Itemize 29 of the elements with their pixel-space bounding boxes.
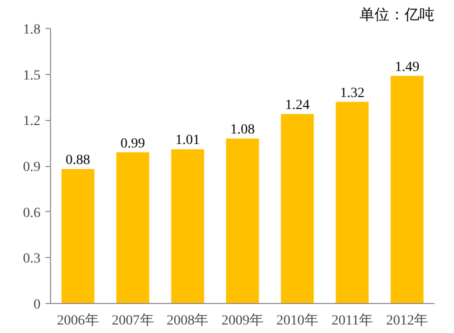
y-tick-label: 0.6 [23,206,40,221]
x-tick-label: 2010年 [276,312,318,328]
text: 单位：亿吨 [360,6,434,24]
y-tick-label: 0 [34,298,40,312]
x-tick-label: 2009年 [222,312,264,328]
data-label: 1.49 [394,60,420,75]
x-tick-label: 2011年 [331,312,373,328]
bar [116,152,150,304]
x-tick-label: 2008年 [166,312,209,328]
data-label: 1.24 [285,98,310,114]
x-tick-label: 2012年 [386,312,428,328]
bar [61,169,94,304]
bar [390,76,424,304]
y-tick-label: 1.2 [23,114,40,130]
y-tick-label: 0.3 [23,252,40,267]
bar [280,114,314,304]
data-label: 1.08 [230,122,255,138]
y-tick-label: 0.9 [23,160,40,175]
y-tick-label: 1.8 [23,22,40,38]
y-tick-label: 1.5 [23,68,40,84]
data-label: 1.01 [175,133,200,148]
bar [226,138,259,304]
x-tick-label: 2007年 [112,312,154,328]
bar [171,149,204,304]
data-label: 1.32 [340,86,364,101]
x-tick-label: 2006年 [56,312,99,328]
data-label: 0.88 [66,153,90,168]
data-label: 0.99 [120,136,146,152]
bar [336,102,369,304]
